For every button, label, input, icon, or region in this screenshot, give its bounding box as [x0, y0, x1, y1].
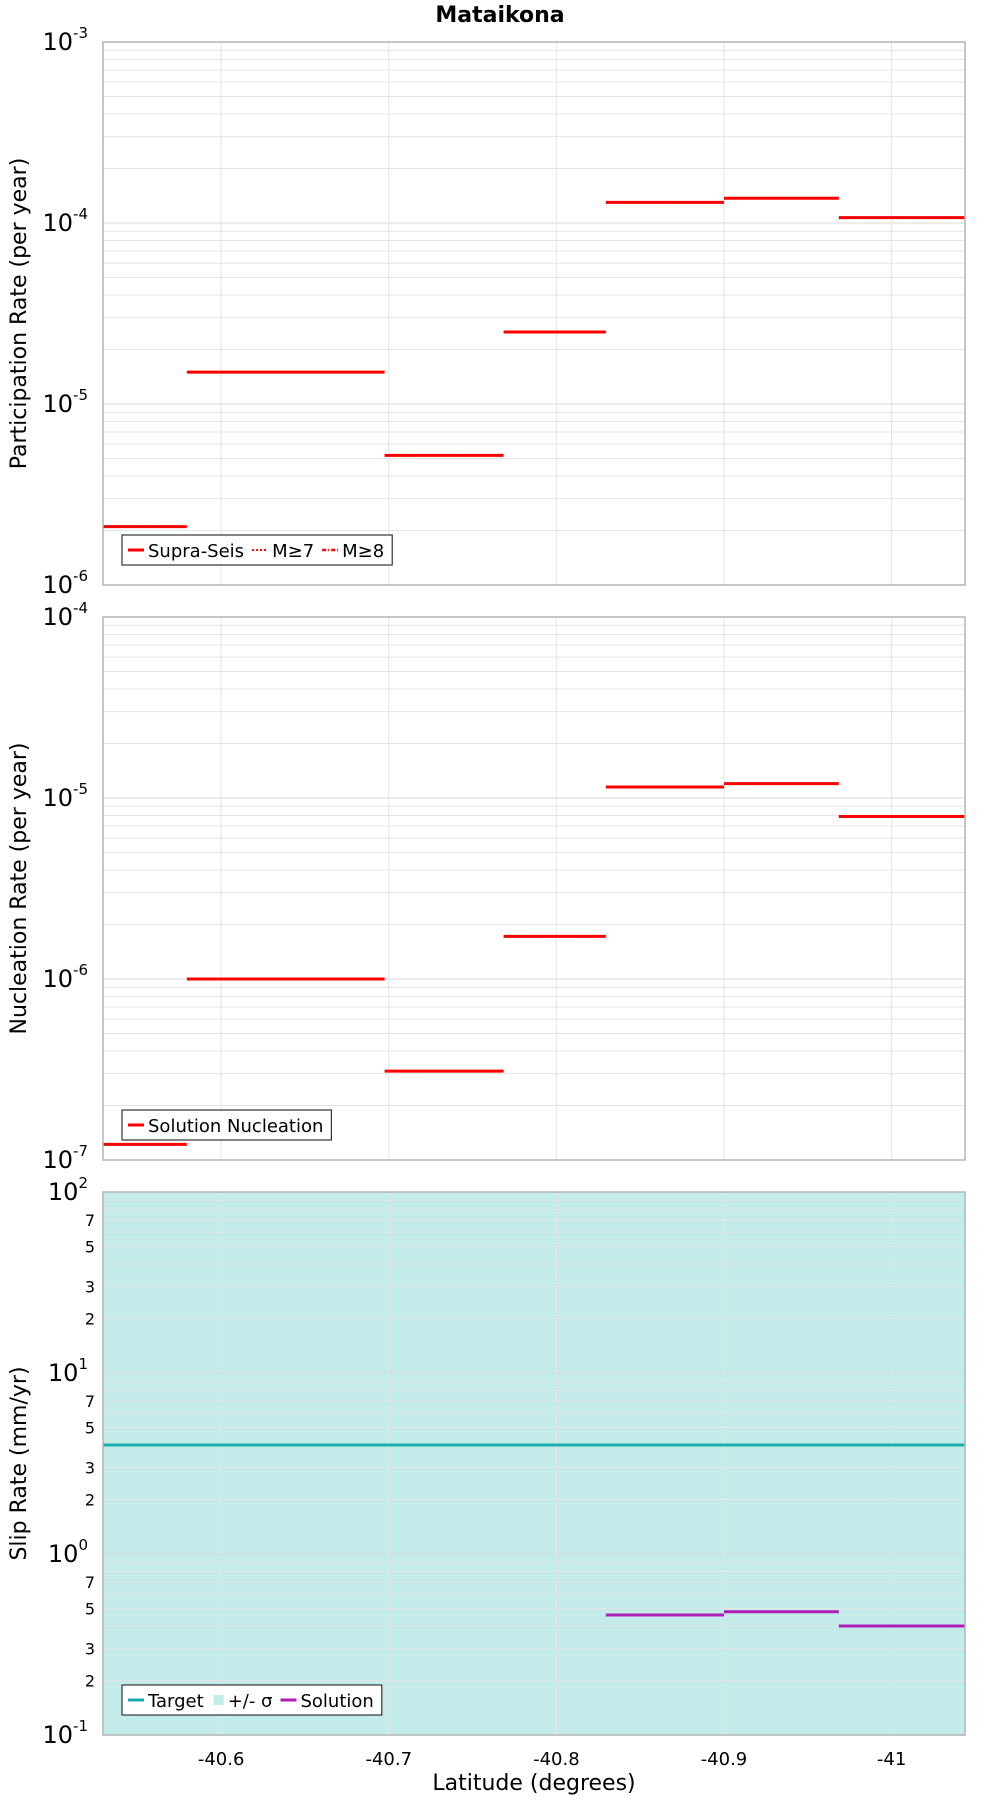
legend-label: Solution — [300, 1691, 373, 1712]
tick-exponent: -3 — [73, 24, 88, 42]
y-axis-label: Participation Rate (per year) — [7, 158, 32, 470]
legend-label: +/- σ — [228, 1691, 273, 1712]
x-tick-label: -41 — [877, 1749, 906, 1770]
y-tick-label: 10-4 — [42, 205, 88, 237]
y-minor-tick-label: 5 — [85, 1418, 95, 1437]
y-minor-tick-label: 3 — [85, 1459, 95, 1478]
y-minor-tick-label: 2 — [85, 1672, 95, 1691]
legend-label: Solution Nucleation — [148, 1116, 323, 1137]
legend: Solution Nucleation — [121, 1109, 333, 1141]
y-axis-label: Nucleation Rate (per year) — [7, 743, 32, 1035]
y-tick-label: 10-1 — [42, 1717, 88, 1749]
plot-frame — [102, 41, 966, 586]
y-minor-tick-label: 5 — [85, 1599, 95, 1618]
y-tick-label: 10-5 — [42, 386, 88, 418]
tick-exponent: -1 — [73, 1717, 88, 1735]
tick-base: 10 — [42, 28, 73, 56]
x-tick-label: -40.9 — [701, 1749, 748, 1770]
tick-exponent: 2 — [78, 1174, 88, 1192]
tick-base: 10 — [42, 603, 73, 631]
tick-base: 10 — [42, 390, 73, 418]
legend-box — [121, 1684, 383, 1716]
tick-exponent: -6 — [73, 567, 88, 585]
y-minor-tick-label: 3 — [85, 1640, 95, 1659]
x-tick-label: -40.6 — [198, 1749, 245, 1770]
tick-base: 10 — [42, 209, 73, 237]
y-tick-label: 10-3 — [42, 24, 88, 56]
sigma-band — [103, 1192, 965, 1735]
tick-base: 10 — [42, 1721, 73, 1749]
y-tick-label: 101 — [48, 1355, 88, 1387]
y-tick-label: 10-6 — [42, 961, 88, 993]
plot-frame — [102, 616, 966, 1161]
tick-base: 10 — [42, 965, 73, 993]
y-minor-tick-label: 5 — [85, 1237, 95, 1256]
x-tick-label: -40.8 — [533, 1749, 580, 1770]
tick-exponent: -4 — [73, 205, 88, 223]
legend: Supra-Seis M≥7 M≥8 — [121, 534, 393, 566]
plot-frame — [102, 1191, 966, 1736]
legend-label: M≥8 — [342, 541, 384, 562]
y-tick-label: 10-4 — [42, 599, 88, 631]
tick-exponent: -7 — [73, 1142, 88, 1160]
y-tick-label: 102 — [48, 1174, 88, 1206]
tick-base: 10 — [48, 1359, 79, 1387]
tick-base: 10 — [48, 1178, 79, 1206]
tick-exponent: -4 — [73, 599, 88, 617]
x-tick-label: -40.7 — [365, 1749, 412, 1770]
y-minor-tick-label: 2 — [85, 1491, 95, 1510]
tick-exponent: -5 — [73, 386, 88, 404]
y-axis-label: Slip Rate (mm/yr) — [7, 1366, 32, 1560]
y-minor-tick-label: 3 — [85, 1278, 95, 1297]
tick-exponent: 1 — [78, 1355, 88, 1373]
legend-label: M≥7 — [272, 541, 314, 562]
tick-exponent: -6 — [73, 961, 88, 979]
legend-label: Supra-Seis — [148, 541, 244, 562]
tick-base: 10 — [42, 784, 73, 812]
y-tick-label: 10-7 — [42, 1142, 88, 1174]
y-minor-tick-label: 7 — [85, 1392, 95, 1411]
legend-swatch — [213, 1695, 224, 1705]
y-tick-label: 10-6 — [42, 567, 88, 599]
y-minor-tick-label: 7 — [85, 1573, 95, 1592]
tick-base: 10 — [48, 1540, 79, 1568]
tick-base: 10 — [42, 571, 73, 599]
y-minor-tick-label: 7 — [85, 1211, 95, 1230]
tick-base: 10 — [42, 1146, 73, 1174]
x-axis-label: Latitude (degrees) — [432, 1771, 635, 1796]
tick-exponent: 0 — [78, 1536, 88, 1554]
tick-exponent: -5 — [73, 780, 88, 798]
y-tick-label: 100 — [48, 1536, 88, 1568]
legend-label: Target — [147, 1691, 204, 1712]
chart-title: Mataikona — [435, 3, 564, 28]
y-tick-label: 10-5 — [42, 780, 88, 812]
y-minor-tick-label: 2 — [85, 1310, 95, 1329]
legend: Target +/- σ Solution — [121, 1684, 383, 1716]
legend-box — [121, 1109, 333, 1141]
